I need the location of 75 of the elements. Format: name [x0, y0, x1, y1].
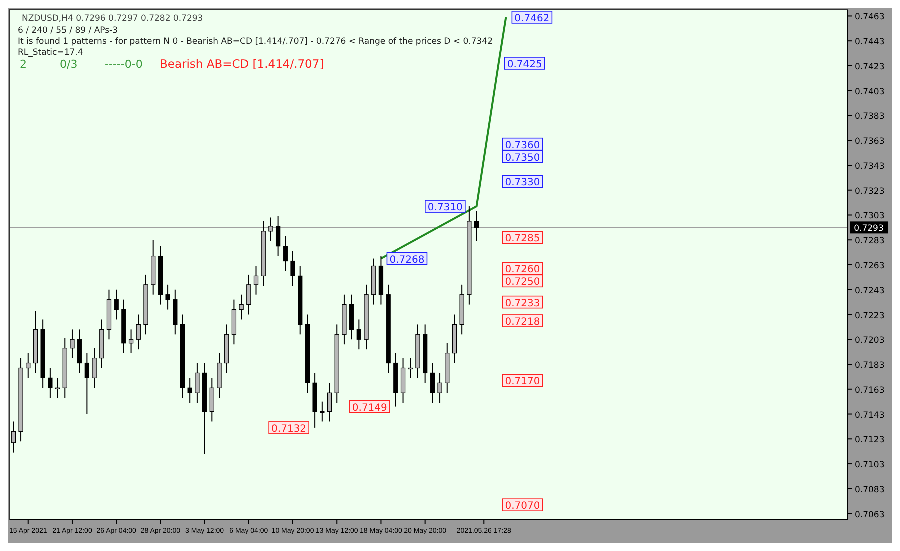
- ref-line-label: 0.7293: [854, 224, 884, 234]
- candlestick: [128, 329, 134, 354]
- annotation: -----0-0: [105, 58, 143, 71]
- candlestick: [290, 250, 296, 287]
- annotation: It is found 1 patterns - for pattern N 0 - Bearish AB=CD [1.414/.707] - 0.7276 < Range of the prices D < 0.7342: [18, 37, 493, 47]
- candlestick: [92, 348, 97, 389]
- y-tick-label: 0.7123: [855, 436, 885, 446]
- annotation: 0.7360: [505, 140, 540, 152]
- candlestick: [246, 274, 252, 316]
- y-tick-label: 0.7103: [855, 460, 885, 471]
- annotation: 0.7268: [390, 254, 425, 266]
- annotation: 0.7350: [505, 152, 540, 164]
- y-tick-label: 0.7063: [855, 510, 885, 520]
- candlestick: [70, 329, 75, 359]
- candlestick: [356, 319, 362, 350]
- annotation: 0.7250: [505, 277, 540, 288]
- y-tick-label: 0.7143: [855, 410, 885, 421]
- y-tick-label: 0.7303: [855, 212, 885, 222]
- candlestick: [276, 216, 281, 257]
- y-tick-label: 0.7443: [855, 38, 885, 48]
- annotation: 0.7425: [507, 59, 542, 70]
- annotation: 0.7330: [505, 178, 540, 189]
- candlestick: [55, 378, 60, 399]
- annotation: 6 / 240 / 55 / 89 / APs-3: [18, 26, 118, 36]
- annotation: Bearish AB=CD [1.414/.707]: [160, 57, 324, 71]
- y-tick-label: 0.7163: [855, 386, 885, 396]
- annotation: 0.7170: [505, 376, 540, 388]
- y-tick-label: 0.7383: [855, 112, 885, 122]
- y-tick-label: 0.7403: [855, 87, 885, 98]
- candlestick: [114, 289, 119, 320]
- y-tick-label: 0.7343: [855, 162, 885, 172]
- y-tick-label: 0.7223: [855, 311, 885, 322]
- annotation: 0.7285: [505, 234, 540, 245]
- annotation: 0.7132: [272, 424, 307, 435]
- candlestick: [408, 358, 413, 379]
- candlestick: [166, 284, 170, 310]
- candlestick: [254, 266, 259, 296]
- candlestick: [239, 294, 244, 320]
- annotation: 0.7310: [428, 202, 463, 214]
- annotation: 2: [20, 58, 27, 71]
- annotation: 0.7260: [505, 264, 540, 276]
- candlestick: [11, 421, 16, 454]
- candlestick: [84, 352, 90, 415]
- candlestick: [78, 329, 82, 374]
- annotation: 0.7070: [505, 501, 540, 512]
- annotation: 0.7233: [505, 298, 540, 310]
- candlestick: [268, 217, 274, 242]
- y-tick-label: 0.7363: [855, 137, 885, 148]
- candlestick: [327, 382, 332, 422]
- y-tick-label: 0.7283: [855, 236, 885, 247]
- text: NZDUSD,H4 0.7296 0.7297 0.7282 0.7293: [22, 14, 204, 24]
- annotation: 0/3: [60, 58, 78, 71]
- candlestick: [48, 368, 53, 399]
- candlestick: [210, 378, 214, 422]
- annotation: RL_Static=17.4: [18, 48, 84, 58]
- annotation: 0.7149: [352, 402, 388, 414]
- y-tick-label: 0.7183: [855, 361, 885, 372]
- candlestick: [474, 211, 480, 242]
- candlestick: [320, 401, 325, 422]
- y-tick-label: 0.7323: [855, 186, 885, 197]
- candlestick: [26, 352, 31, 379]
- y-tick-label: 0.7243: [855, 286, 885, 296]
- candlestick: [283, 236, 288, 272]
- y-tick-label: 0.7263: [855, 262, 885, 272]
- y-tick-label: 0.7463: [855, 12, 885, 23]
- annotation: 0.7462: [514, 13, 550, 24]
- candlestick: [136, 314, 141, 350]
- y-tick-label: 0.7083: [855, 485, 885, 496]
- y-tick-label: 0.7423: [855, 62, 885, 72]
- annotation: 0.7218: [505, 316, 540, 328]
- candlestick: [438, 372, 442, 404]
- y-tick-label: 0.7203: [855, 336, 885, 346]
- candlestick: [195, 362, 200, 404]
- candlestick: [188, 378, 192, 404]
- candlestick: [430, 362, 435, 404]
